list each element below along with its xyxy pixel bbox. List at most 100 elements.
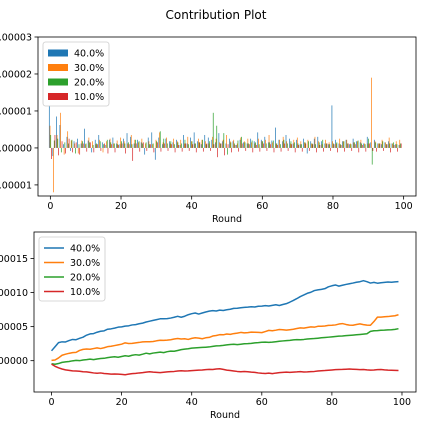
bar — [209, 141, 211, 148]
bar — [176, 141, 178, 148]
bar — [94, 139, 96, 148]
bar — [388, 141, 389, 148]
bar — [297, 143, 299, 148]
line-legend-label: 10.0% — [70, 287, 100, 298]
bar — [53, 147, 54, 193]
bar — [205, 144, 207, 148]
bar — [167, 147, 169, 151]
bar — [142, 142, 144, 148]
bar — [381, 139, 383, 148]
bar — [190, 141, 192, 148]
bar-ytick-label: 0.00001 — [0, 106, 32, 117]
bar — [373, 139, 375, 148]
bar — [181, 143, 182, 148]
bar — [105, 144, 107, 148]
bar — [153, 147, 155, 153]
bar — [229, 138, 230, 148]
bar — [166, 137, 167, 148]
bar — [152, 143, 154, 148]
bar — [332, 141, 333, 148]
bar — [324, 143, 326, 148]
bar — [110, 142, 112, 148]
bar — [171, 144, 172, 148]
bar — [350, 144, 352, 148]
bar — [388, 137, 390, 148]
bar — [287, 147, 289, 151]
bar — [265, 139, 266, 148]
bar — [263, 143, 264, 148]
bar — [289, 138, 290, 148]
bar — [51, 147, 52, 160]
bar — [77, 147, 79, 154]
bar — [270, 144, 271, 148]
bar — [113, 143, 115, 148]
bar — [82, 141, 83, 148]
bar — [163, 138, 165, 148]
bar — [165, 138, 167, 148]
bar — [206, 143, 208, 148]
bar-legend-label: 30.0% — [74, 63, 104, 74]
bar — [356, 141, 358, 148]
series-line — [50, 279, 399, 352]
bar — [275, 127, 276, 148]
bar — [347, 143, 348, 148]
bar — [227, 147, 228, 155]
bar — [255, 144, 257, 148]
bar — [130, 134, 132, 148]
bar — [142, 143, 143, 148]
line-legend — [38, 236, 106, 302]
bar — [87, 140, 89, 148]
bar — [216, 125, 218, 148]
bar — [371, 77, 372, 148]
bar — [68, 138, 70, 148]
bar — [70, 140, 72, 148]
bar — [318, 141, 319, 148]
bar — [109, 139, 110, 148]
bar — [277, 144, 278, 148]
bar — [117, 144, 119, 148]
bar — [258, 144, 260, 148]
bar — [347, 143, 349, 148]
bar — [123, 138, 124, 148]
bar-ytick-label: −0.00001 — [0, 180, 32, 191]
bar — [159, 131, 161, 148]
bar — [333, 144, 335, 148]
bar — [200, 144, 202, 148]
bar — [132, 147, 134, 161]
bar — [79, 147, 81, 155]
contribution-bar-chart: 0 20 40 60 80 100 −0.00001 0.00000 0.00001 0.0000… — [0, 32, 417, 225]
bar — [195, 147, 197, 153]
bar — [248, 143, 249, 148]
bar — [215, 138, 217, 148]
bar — [260, 139, 262, 148]
bar — [126, 133, 128, 148]
bar — [123, 141, 125, 148]
bar — [267, 142, 269, 148]
bar — [335, 139, 336, 148]
bar — [278, 139, 280, 148]
bar — [99, 141, 101, 148]
line-xtick-label: 80 — [326, 397, 338, 408]
bar — [372, 147, 374, 151]
bar — [391, 143, 393, 148]
bar — [124, 143, 126, 148]
bar — [156, 141, 158, 148]
bar — [357, 140, 359, 148]
bar — [204, 134, 206, 148]
bar — [369, 143, 370, 148]
bar — [179, 144, 181, 148]
bar — [169, 143, 171, 148]
bar — [342, 141, 344, 148]
bar — [339, 138, 341, 148]
bar — [283, 139, 285, 148]
bar-xtick-label: 40 — [186, 201, 198, 212]
bar — [231, 147, 232, 153]
bar — [301, 144, 302, 148]
bar — [319, 144, 321, 148]
line-ytick-label: 0.00005 — [0, 322, 28, 333]
bar — [186, 143, 188, 148]
bar — [56, 116, 57, 148]
bar — [312, 144, 314, 148]
bar — [396, 144, 398, 148]
bar — [340, 144, 342, 148]
